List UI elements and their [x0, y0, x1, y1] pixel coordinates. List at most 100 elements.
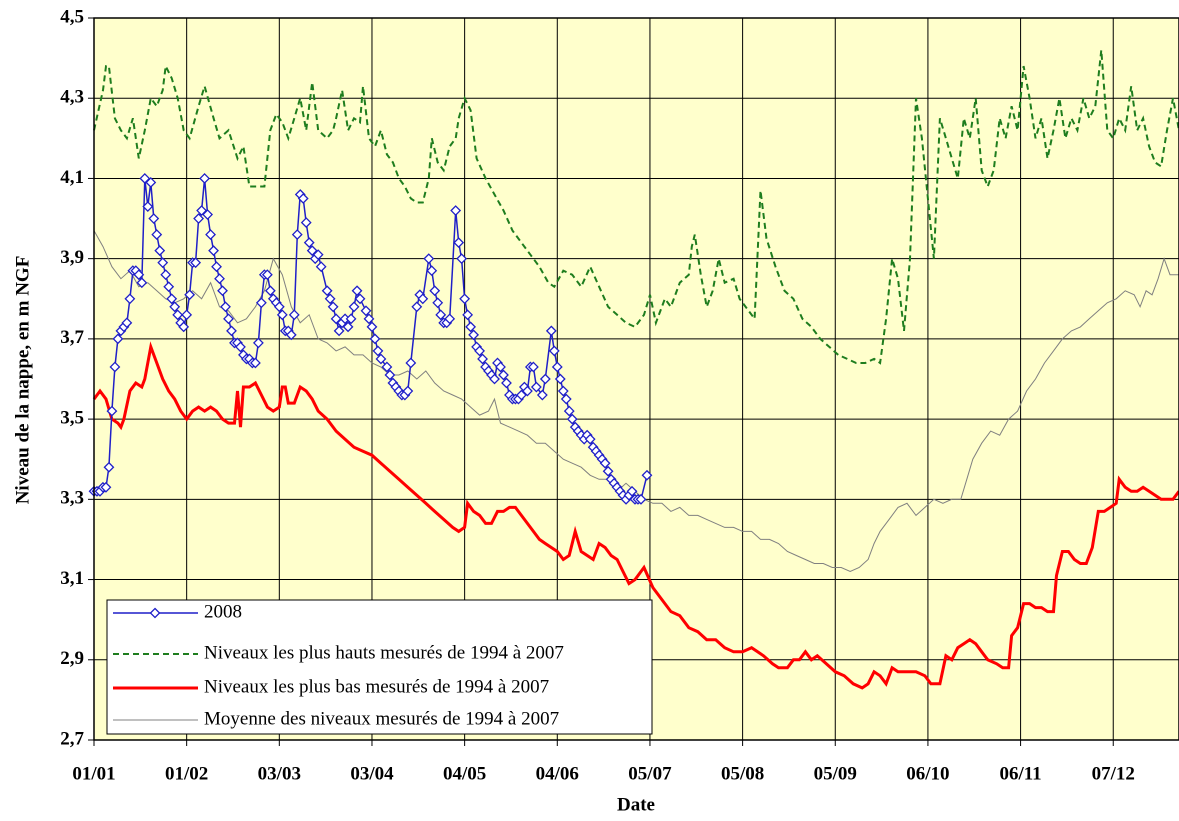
data-point — [205, 229, 216, 241]
data-point — [459, 293, 471, 305]
series-line — [92, 341, 1179, 690]
x-tick-label: 05/08 — [721, 763, 764, 784]
data-point — [181, 309, 193, 321]
data-point — [411, 301, 423, 313]
data-point — [402, 385, 414, 397]
data-point — [124, 293, 136, 305]
data-point — [557, 385, 569, 397]
data-point — [321, 285, 333, 297]
data-point — [184, 289, 196, 301]
data-point — [366, 321, 378, 333]
series-line — [93, 49, 1179, 365]
data-point — [315, 261, 327, 273]
y-tick-label: 2,9 — [60, 648, 84, 669]
data-point — [560, 393, 572, 405]
x-tick-label: 03/04 — [350, 763, 394, 784]
y-tick-label: 3,1 — [60, 568, 84, 589]
data-point — [465, 321, 477, 333]
data-point — [133, 269, 145, 281]
data-point — [202, 209, 214, 220]
legend-label: Niveaux les plus hauts mesurés de 1994 à… — [204, 642, 564, 663]
data-point — [324, 293, 336, 305]
data-point — [196, 205, 208, 216]
data-point — [584, 433, 596, 445]
data-point — [109, 361, 121, 373]
data-point — [462, 309, 474, 321]
data-point — [142, 201, 154, 212]
data-point — [450, 205, 462, 216]
data-point — [255, 297, 267, 309]
data-point — [530, 381, 542, 393]
data-point — [148, 213, 160, 224]
x-axis-title: Date — [617, 794, 655, 815]
x-tick-label: 01/02 — [165, 763, 208, 784]
data-point — [426, 265, 438, 277]
data-point — [264, 285, 276, 297]
data-point — [548, 345, 560, 357]
data-point — [214, 273, 225, 285]
data-point — [477, 353, 488, 365]
data-point — [602, 465, 614, 477]
data-point — [405, 357, 417, 369]
data-point — [554, 373, 566, 385]
data-point — [327, 301, 339, 313]
data-point — [285, 329, 297, 341]
data-point — [635, 493, 647, 505]
y-tick-label: 4,3 — [60, 87, 84, 108]
data-point — [498, 369, 509, 381]
data-point — [539, 373, 551, 385]
x-tick-label: 07/12 — [1092, 763, 1135, 784]
data-point — [432, 297, 444, 309]
data-point — [226, 325, 237, 337]
y-tick-label: 3,3 — [60, 488, 84, 509]
y-axis-title: Niveau de la nappe, en m NGF — [12, 256, 33, 505]
x-tick-label: 05/09 — [814, 763, 857, 784]
data-point — [106, 405, 118, 417]
data-point — [121, 317, 133, 329]
y-tick-label: 4,1 — [60, 167, 84, 188]
data-point — [136, 277, 148, 289]
data-point — [521, 385, 533, 397]
data-point — [345, 313, 357, 325]
data-point — [536, 389, 548, 401]
data-point — [166, 293, 178, 305]
data-point — [163, 281, 175, 293]
legend-label: Niveaux les plus bas mesurés de 1994 à 2… — [204, 676, 549, 697]
y-tick-label: 2,7 — [60, 728, 84, 749]
data-point — [417, 293, 429, 305]
data-point — [333, 325, 345, 337]
legend-marker — [149, 607, 161, 619]
data-point — [563, 405, 575, 417]
data-point — [551, 361, 563, 373]
data-point — [348, 301, 360, 313]
data-point — [297, 193, 309, 204]
x-tick-label: 04/05 — [443, 763, 486, 784]
x-tick-label: 05/07 — [628, 763, 672, 784]
data-point — [178, 321, 190, 333]
data-point — [453, 237, 465, 249]
data-point — [157, 257, 169, 269]
data-point — [599, 457, 611, 469]
plot-border — [93, 17, 1179, 741]
x-tick-label: 06/10 — [906, 763, 949, 784]
data-point — [516, 389, 527, 401]
data-point — [501, 377, 512, 389]
data-point — [252, 337, 264, 349]
data-point — [495, 361, 506, 373]
data-point — [223, 313, 234, 325]
data-point — [211, 261, 222, 273]
data-point — [641, 469, 653, 481]
data-point — [145, 177, 157, 188]
data-point — [306, 245, 318, 257]
data-point — [172, 309, 184, 321]
data-point — [249, 357, 261, 369]
y-tick-label: 4,5 — [60, 6, 84, 27]
legend-label: 2008 — [204, 601, 242, 622]
data-point — [103, 461, 115, 473]
data-point — [360, 305, 372, 317]
data-point — [375, 353, 387, 365]
data-point — [217, 285, 228, 297]
x-tick-label: 06/11 — [999, 763, 1041, 784]
